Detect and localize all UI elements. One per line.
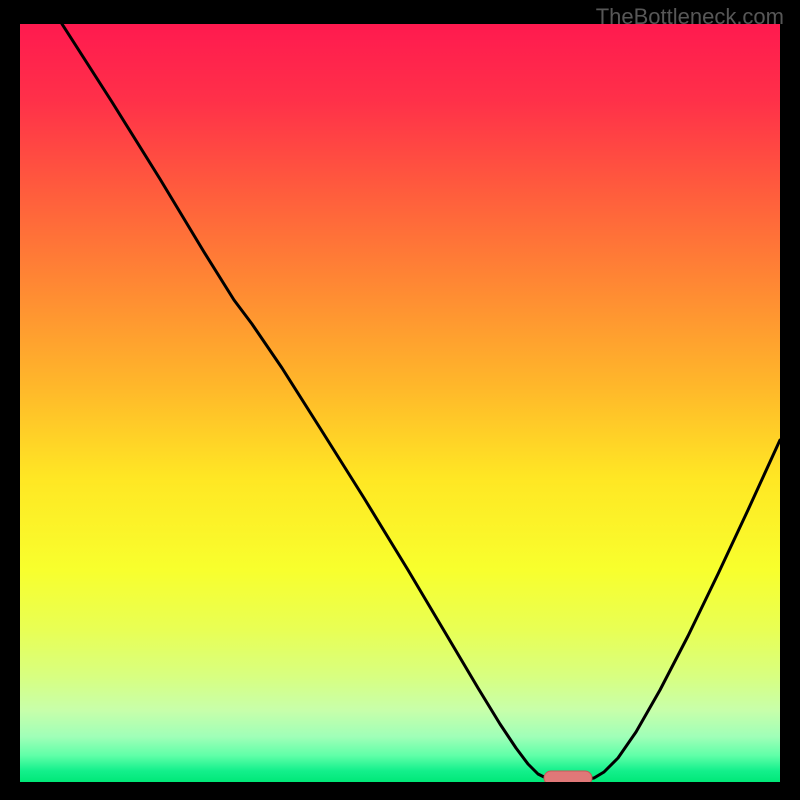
bottleneck-curve-plot bbox=[20, 24, 780, 782]
watermark-text: TheBottleneck.com bbox=[596, 4, 784, 30]
minimum-marker bbox=[544, 771, 592, 782]
chart-frame: TheBottleneck.com bbox=[0, 0, 800, 800]
plot-area bbox=[20, 24, 780, 782]
